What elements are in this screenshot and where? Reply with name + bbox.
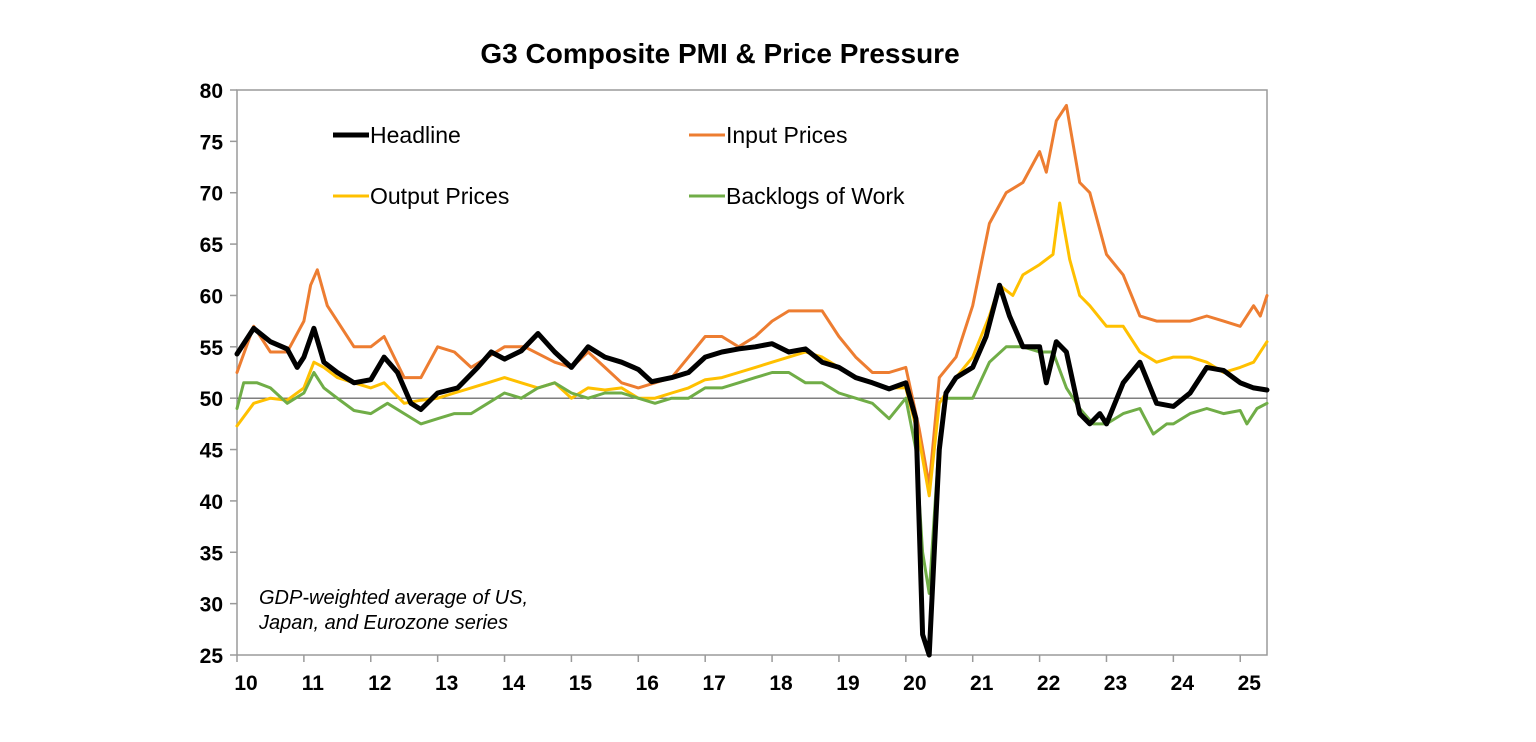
chart-note: GDP-weighted average of US, Japan, and Eu…	[258, 587, 528, 634]
x-axis: 10 11 12 13 14 15 16 17 18 19 20 21 22 23 24 25	[234, 655, 1261, 695]
legend: Headline Input Prices Output Prices Backlog…	[333, 122, 905, 209]
legend-label-input-prices: Input Prices	[726, 122, 847, 148]
y-tick-label: 25	[200, 645, 224, 668]
series-line-input-prices	[235, 103, 1269, 487]
y-axis: 80 75 70 65 60 55 50 45 40 35 30 25	[200, 80, 237, 668]
series-line-headline	[234, 282, 1270, 658]
x-tick-label: 18	[769, 672, 793, 695]
y-tick-label: 55	[200, 337, 224, 360]
x-tick-label: 19	[836, 672, 859, 695]
x-tick-label: 21	[970, 672, 994, 695]
note-line: Japan, and Eurozone series	[258, 612, 508, 634]
chart-title: G3 Composite PMI & Price Pressure	[480, 38, 959, 69]
y-tick-label: 80	[200, 80, 223, 103]
x-tick-label: 16	[636, 672, 659, 695]
x-tick-label: 24	[1171, 672, 1195, 695]
x-tick-label: 11	[302, 672, 325, 695]
x-tick-label: 15	[569, 672, 593, 695]
x-tick-label: 14	[502, 672, 526, 695]
x-tick-label: 12	[368, 672, 391, 695]
y-tick-label: 40	[200, 491, 223, 514]
legend-label-output-prices: Output Prices	[370, 183, 509, 209]
series-line-backlogs-of-work	[235, 345, 1269, 595]
y-tick-label: 45	[200, 440, 224, 463]
note-line: GDP-weighted average of US,	[259, 587, 528, 609]
x-tick-label: 20	[903, 672, 926, 695]
x-tick-label: 17	[703, 672, 726, 695]
x-tick-label: 22	[1037, 672, 1060, 695]
y-tick-label: 70	[200, 183, 223, 206]
series-lines	[234, 103, 1270, 658]
series-line-output-prices	[235, 201, 1269, 498]
y-tick-label: 30	[200, 594, 223, 617]
y-tick-label: 65	[200, 234, 224, 257]
y-tick-label: 75	[200, 131, 224, 154]
y-tick-label: 35	[200, 542, 224, 565]
x-tick-label: 25	[1238, 672, 1262, 695]
x-tick-label: 23	[1104, 672, 1127, 695]
y-tick-label: 60	[200, 285, 223, 308]
legend-label-backlogs-of-work: Backlogs of Work	[726, 183, 905, 209]
plot-area	[236, 89, 1268, 656]
y-tick-label: 50	[200, 388, 223, 411]
x-tick-label: 13	[435, 672, 458, 695]
legend-label-headline: Headline	[370, 122, 461, 148]
x-tick-label: 10	[234, 672, 257, 695]
